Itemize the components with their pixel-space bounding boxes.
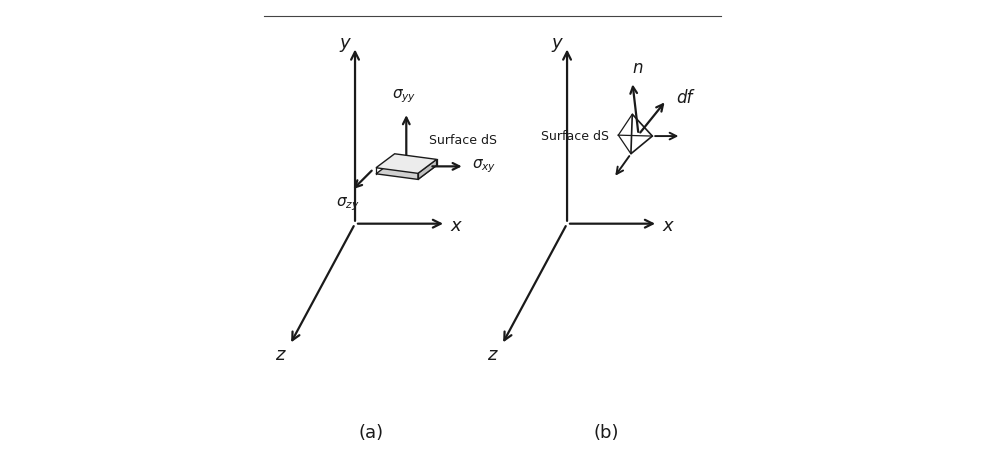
Text: n: n — [632, 59, 643, 77]
Text: (a): (a) — [359, 425, 384, 442]
Text: y: y — [552, 34, 562, 52]
Text: $\sigma_{zy}$: $\sigma_{zy}$ — [336, 196, 360, 213]
Polygon shape — [376, 160, 436, 179]
Text: (b): (b) — [594, 425, 620, 442]
Text: x: x — [663, 217, 674, 235]
Polygon shape — [376, 154, 436, 173]
Text: $\sigma_{xy}$: $\sigma_{xy}$ — [472, 158, 495, 175]
Text: Surface dS: Surface dS — [541, 130, 609, 143]
Text: x: x — [451, 217, 461, 235]
Text: $\sigma_{yy}$: $\sigma_{yy}$ — [392, 88, 416, 105]
Text: Surface dS: Surface dS — [428, 134, 496, 147]
Text: z: z — [487, 346, 496, 364]
Text: df: df — [677, 89, 692, 107]
Polygon shape — [418, 159, 436, 179]
Text: y: y — [340, 34, 350, 52]
Text: z: z — [275, 346, 285, 364]
